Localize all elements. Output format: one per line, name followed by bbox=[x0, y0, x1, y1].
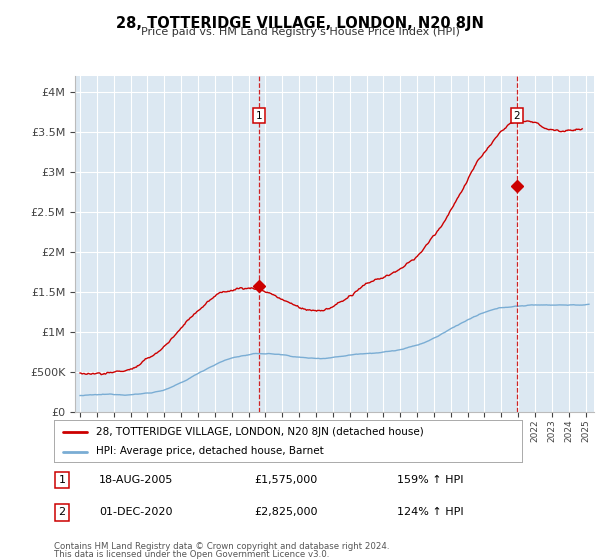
Text: 124% ↑ HPI: 124% ↑ HPI bbox=[397, 507, 464, 517]
Text: Price paid vs. HM Land Registry's House Price Index (HPI): Price paid vs. HM Land Registry's House … bbox=[140, 27, 460, 37]
Text: 1: 1 bbox=[58, 475, 65, 485]
Text: 18-AUG-2005: 18-AUG-2005 bbox=[99, 475, 173, 485]
Text: Contains HM Land Registry data © Crown copyright and database right 2024.: Contains HM Land Registry data © Crown c… bbox=[54, 542, 389, 550]
Text: 2: 2 bbox=[514, 111, 520, 120]
Text: This data is licensed under the Open Government Licence v3.0.: This data is licensed under the Open Gov… bbox=[54, 550, 329, 559]
Text: £2,825,000: £2,825,000 bbox=[254, 507, 318, 517]
Text: 1: 1 bbox=[256, 111, 262, 120]
Text: 28, TOTTERIDGE VILLAGE, LONDON, N20 8JN: 28, TOTTERIDGE VILLAGE, LONDON, N20 8JN bbox=[116, 16, 484, 31]
Text: 28, TOTTERIDGE VILLAGE, LONDON, N20 8JN (detached house): 28, TOTTERIDGE VILLAGE, LONDON, N20 8JN … bbox=[96, 427, 424, 437]
Text: 159% ↑ HPI: 159% ↑ HPI bbox=[397, 475, 464, 485]
Text: HPI: Average price, detached house, Barnet: HPI: Average price, detached house, Barn… bbox=[96, 446, 324, 456]
Text: £1,575,000: £1,575,000 bbox=[254, 475, 318, 485]
Text: 01-DEC-2020: 01-DEC-2020 bbox=[99, 507, 172, 517]
Text: 2: 2 bbox=[58, 507, 65, 517]
